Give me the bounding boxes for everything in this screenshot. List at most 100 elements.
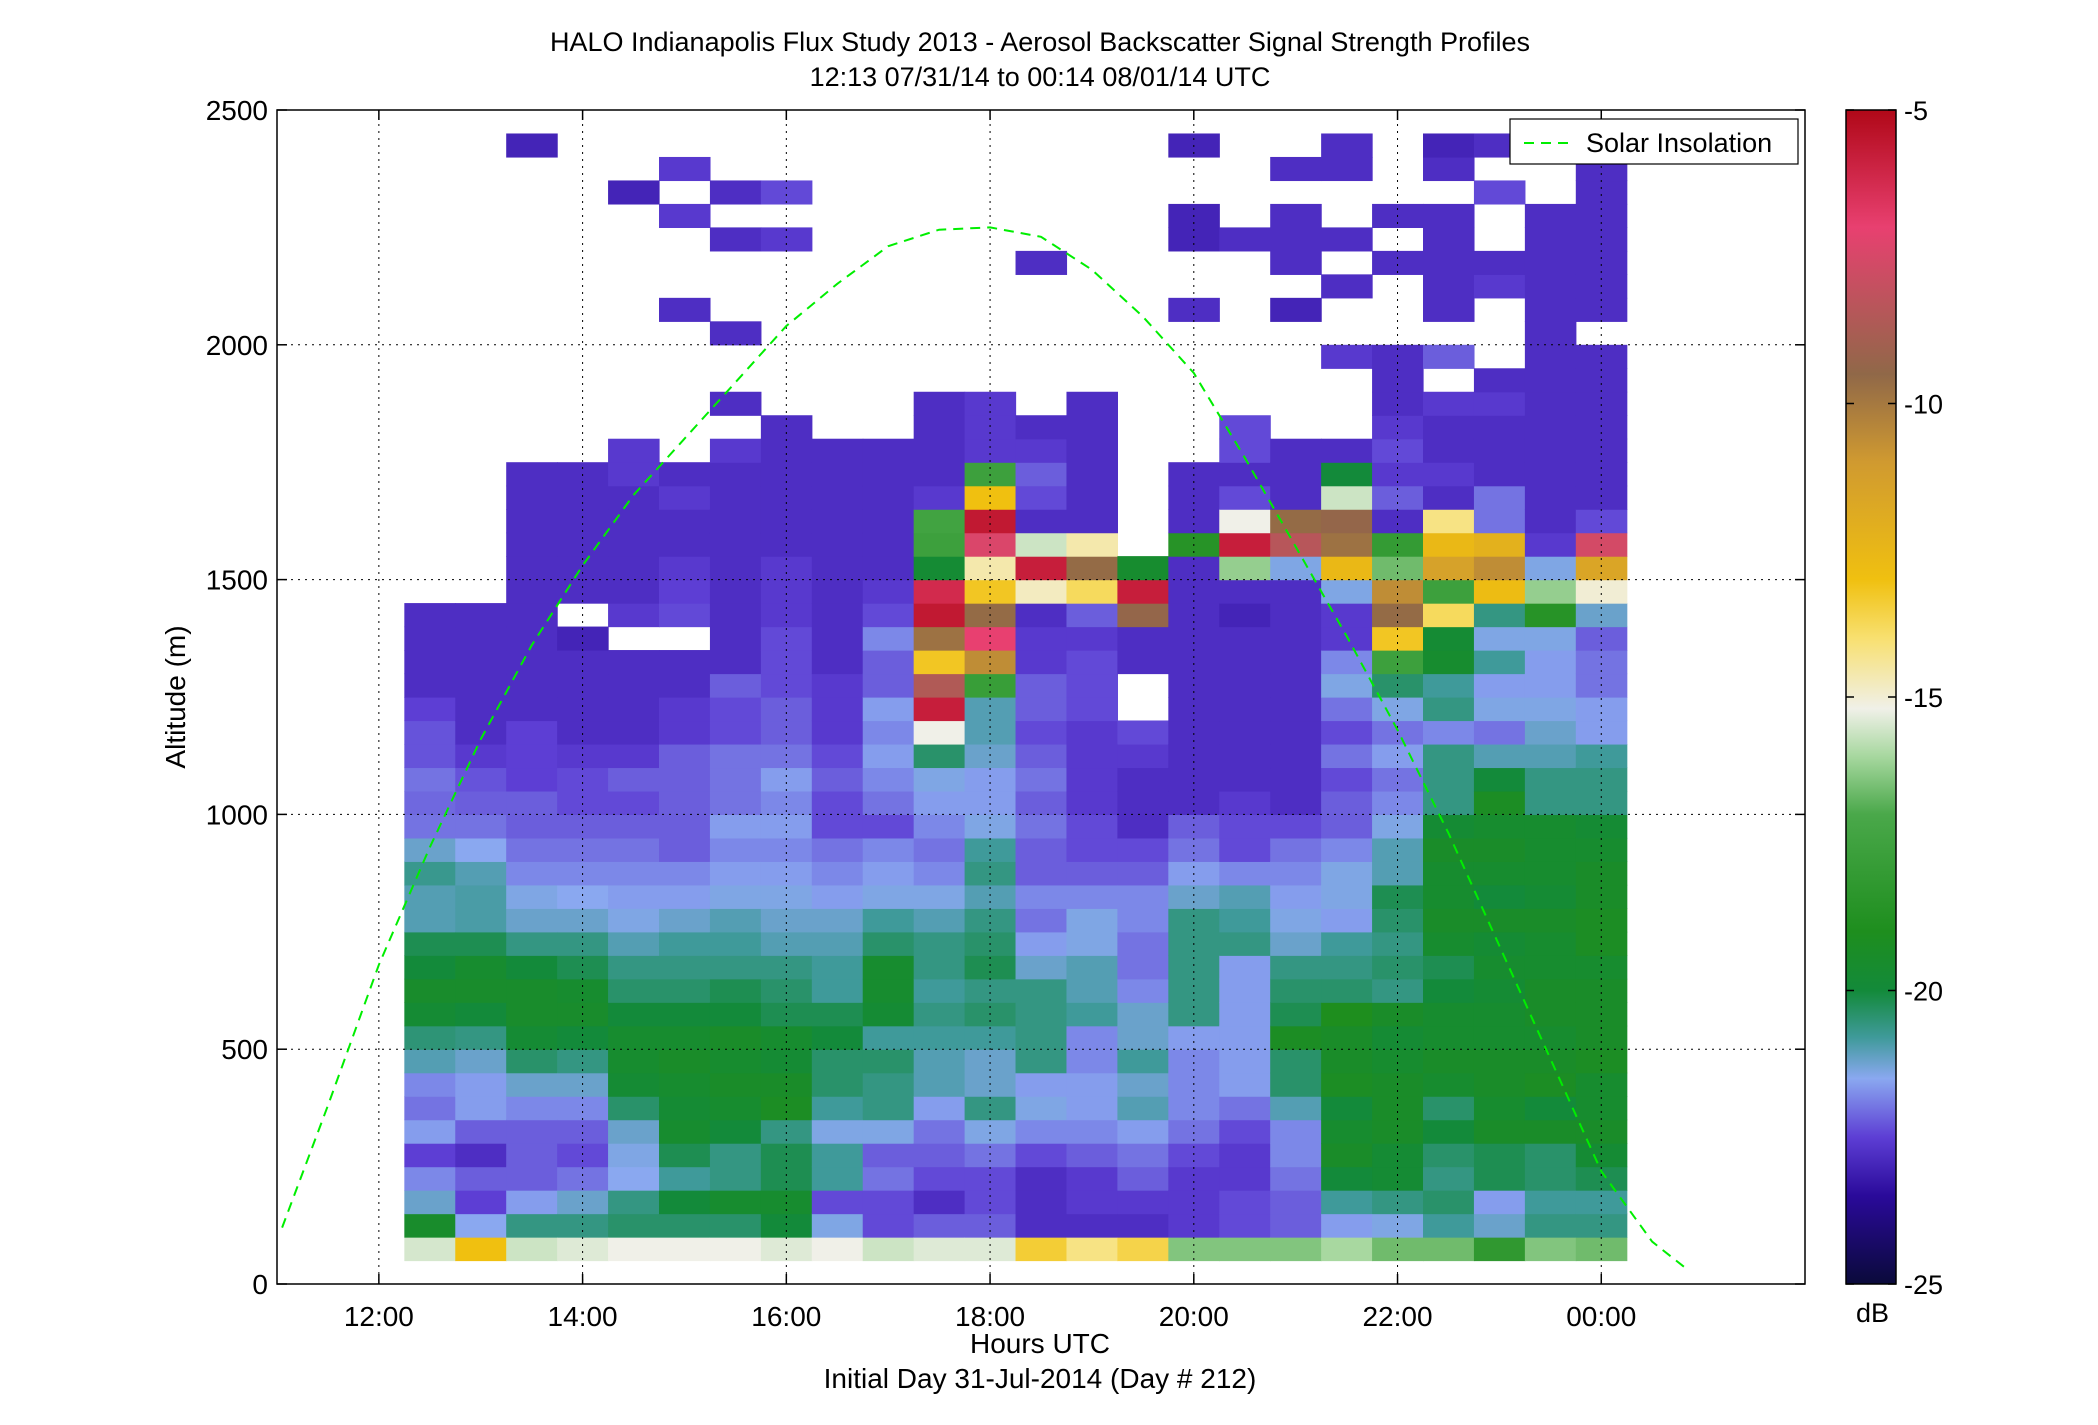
heatmap-cell xyxy=(709,837,762,862)
heatmap-cell xyxy=(1066,931,1118,956)
heatmap-cell xyxy=(862,462,915,487)
heatmap-cell xyxy=(1219,884,1271,909)
heatmap-cell xyxy=(506,884,558,909)
heatmap-cell xyxy=(506,1049,558,1074)
heatmap-cell xyxy=(557,837,609,862)
heatmap-cell xyxy=(1015,1143,1068,1168)
heatmap-cell xyxy=(1270,743,1322,769)
heatmap-cell xyxy=(1423,767,1475,792)
heatmap-cell xyxy=(1575,556,1628,581)
heatmap-cell xyxy=(1575,297,1628,322)
heatmap-cell xyxy=(1473,415,1526,440)
heatmap-cell xyxy=(506,556,558,581)
heatmap-cell xyxy=(1117,1049,1169,1074)
heatmap-cell xyxy=(862,884,915,909)
heatmap-cell xyxy=(1066,908,1118,933)
heatmap-cell xyxy=(862,1002,915,1027)
heatmap-cell xyxy=(1270,250,1322,275)
heatmap-cell xyxy=(1423,743,1475,769)
heatmap-cell xyxy=(1423,438,1475,463)
heatmap-cell xyxy=(1524,1119,1577,1144)
heatmap-cell xyxy=(1423,1213,1475,1238)
heatmap-cell xyxy=(557,978,609,1003)
heatmap-cell xyxy=(1372,579,1424,604)
heatmap-cell xyxy=(1423,532,1475,557)
heatmap-cell xyxy=(1168,626,1220,651)
heatmap-cell xyxy=(557,1025,609,1050)
heatmap-cell xyxy=(1270,697,1322,722)
heatmap-cell xyxy=(709,884,762,909)
heatmap-cell xyxy=(760,180,813,205)
heatmap-cell xyxy=(659,908,711,933)
heatmap-cell xyxy=(913,1119,966,1144)
heatmap-cell xyxy=(1270,1213,1322,1238)
heatmap-cell xyxy=(1473,720,1526,745)
heatmap-cell xyxy=(1219,931,1271,956)
heatmap-cell xyxy=(608,1237,660,1262)
heatmap-cell xyxy=(1524,650,1577,675)
heatmap-cell xyxy=(1473,790,1526,815)
heatmap-cell xyxy=(913,626,966,651)
heatmap-cell xyxy=(1270,814,1322,839)
heatmap-cell xyxy=(1372,955,1424,980)
heatmap-cell xyxy=(1524,344,1577,369)
heatmap-cell xyxy=(1321,438,1373,463)
heatmap-cell xyxy=(608,509,660,534)
heatmap-cell xyxy=(608,790,660,815)
heatmap-cell xyxy=(404,626,456,651)
heatmap-cell xyxy=(709,556,762,581)
heatmap-cell xyxy=(709,1119,762,1144)
heatmap-cell xyxy=(1575,978,1628,1003)
heatmap-cell xyxy=(608,1213,660,1238)
heatmap-cell xyxy=(1219,1002,1271,1027)
heatmap-cell xyxy=(455,673,507,698)
heatmap-cell xyxy=(811,1049,864,1074)
heatmap-cell xyxy=(1015,837,1068,862)
heatmap-cell xyxy=(709,955,762,980)
heatmap-cell xyxy=(1117,1213,1169,1238)
heatmap-cell xyxy=(1066,1025,1118,1050)
heatmap-cell xyxy=(862,1213,915,1238)
heatmap-cell xyxy=(404,673,456,698)
heatmap-cell xyxy=(1168,1237,1220,1262)
solar-insolation-curve-group xyxy=(281,226,1689,1271)
heatmap-cell xyxy=(1219,556,1271,581)
heatmap-cell xyxy=(862,931,915,956)
heatmap-cell xyxy=(455,1166,507,1191)
heatmap-cell xyxy=(1473,814,1526,839)
heatmap-cell xyxy=(608,884,660,909)
heatmap-cell xyxy=(709,978,762,1003)
heatmap-cell xyxy=(913,391,966,416)
heatmap-cell xyxy=(1321,1166,1373,1191)
heatmap-cell xyxy=(1423,673,1475,698)
heatmap-cell xyxy=(455,767,507,792)
heatmap-cell xyxy=(1117,837,1169,862)
heatmap-cell xyxy=(1117,556,1169,581)
heatmap-cell xyxy=(1524,556,1577,581)
heatmap-cell xyxy=(913,509,966,534)
heatmap-cell xyxy=(862,978,915,1003)
heatmap-cell xyxy=(1321,509,1373,534)
colorbar-ticks: -5 -10 -15 -20 -25 xyxy=(1846,96,1943,1300)
heatmap-cell xyxy=(1524,1002,1577,1027)
heatmap-cell xyxy=(709,1213,762,1238)
heatmap-cell xyxy=(709,180,762,205)
heatmap-cell xyxy=(1270,1025,1322,1050)
heatmap-cell xyxy=(404,1025,456,1050)
y-tick-label: 0 xyxy=(252,1269,268,1300)
heatmap-cell xyxy=(1524,250,1577,275)
heatmap-cell xyxy=(1066,556,1118,581)
heatmap-cell xyxy=(506,603,558,628)
heatmap-cell xyxy=(1270,1237,1322,1262)
heatmap-cell xyxy=(1372,837,1424,862)
heatmap-cell xyxy=(1372,556,1424,581)
heatmap-cell xyxy=(1423,391,1475,416)
heatmap-cell xyxy=(1270,673,1322,698)
heatmap-cell xyxy=(1168,1025,1220,1050)
heatmap-cell xyxy=(709,790,762,815)
heatmap-cell xyxy=(1473,1072,1526,1097)
heatmap-cell xyxy=(913,485,966,510)
heatmap-cell xyxy=(1015,485,1068,510)
heatmap-cell xyxy=(1117,1237,1169,1262)
heatmap-cell xyxy=(1423,931,1475,956)
